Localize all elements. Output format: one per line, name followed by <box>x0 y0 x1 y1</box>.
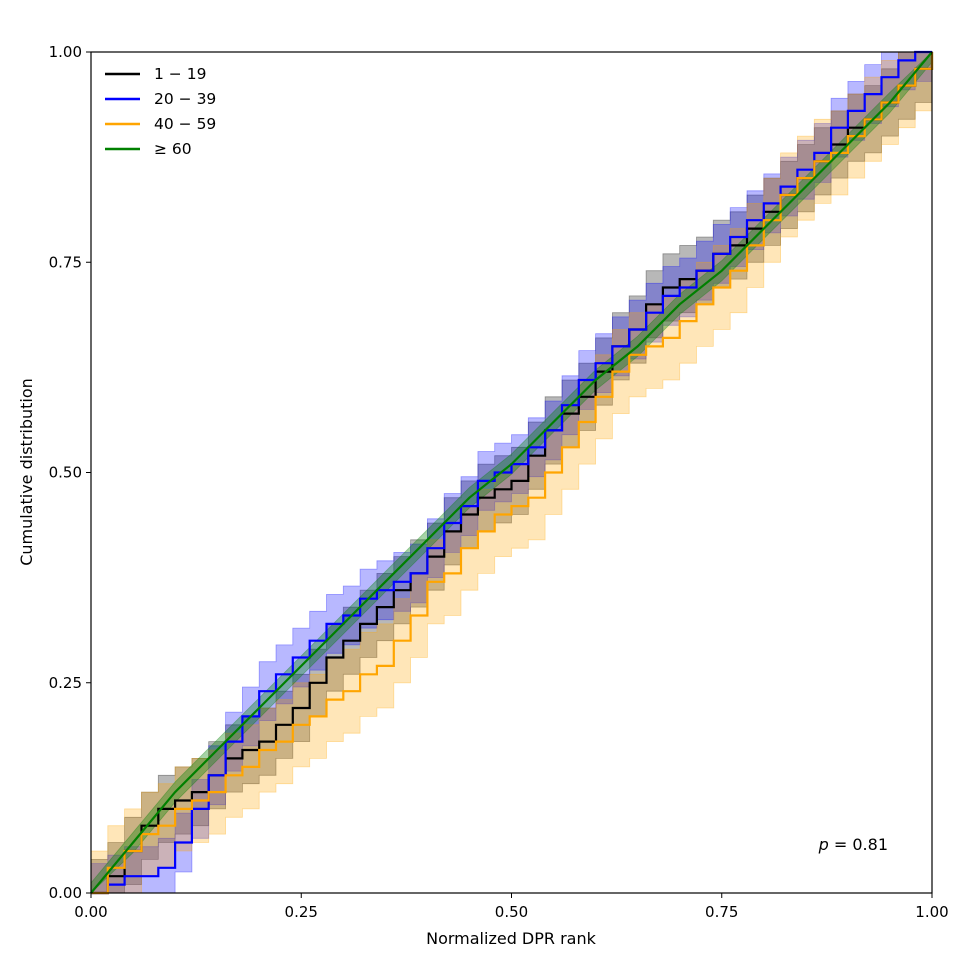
line-series-3 <box>91 52 934 895</box>
y-tick-label: 1.00 <box>49 43 82 61</box>
series-lines <box>90 50 934 895</box>
y-tick-label: 0.75 <box>49 253 82 271</box>
y-axis-ticks: 0.00 0.25 0.50 0.75 1.00 <box>49 43 91 902</box>
p-value-annotation: p = 0.81 <box>818 835 888 854</box>
x-tick-label: 0.25 <box>285 903 318 921</box>
legend-label: 1 − 19 <box>154 65 206 83</box>
y-tick-label: 0.00 <box>49 884 82 902</box>
legend: 1 − 19 20 − 39 40 − 59 ≥ 60 <box>105 65 216 158</box>
x-tick-label: 0.50 <box>495 903 528 921</box>
y-tick-label: 0.25 <box>49 674 82 692</box>
y-tick-label: 0.50 <box>49 464 82 482</box>
legend-label: 40 − 59 <box>154 115 216 133</box>
x-axis-label: Normalized DPR rank <box>426 929 597 948</box>
x-tick-label: 1.00 <box>915 903 948 921</box>
line-series-4 <box>90 51 933 894</box>
x-tick-label: 0.00 <box>74 903 107 921</box>
legend-label: ≥ 60 <box>154 140 192 158</box>
y-axis-label: Cumulative distribution <box>17 378 36 566</box>
x-axis-ticks: 0.00 0.25 0.50 0.75 1.00 <box>74 893 949 921</box>
legend-label: 20 − 39 <box>154 90 216 108</box>
x-tick-label: 0.75 <box>705 903 738 921</box>
